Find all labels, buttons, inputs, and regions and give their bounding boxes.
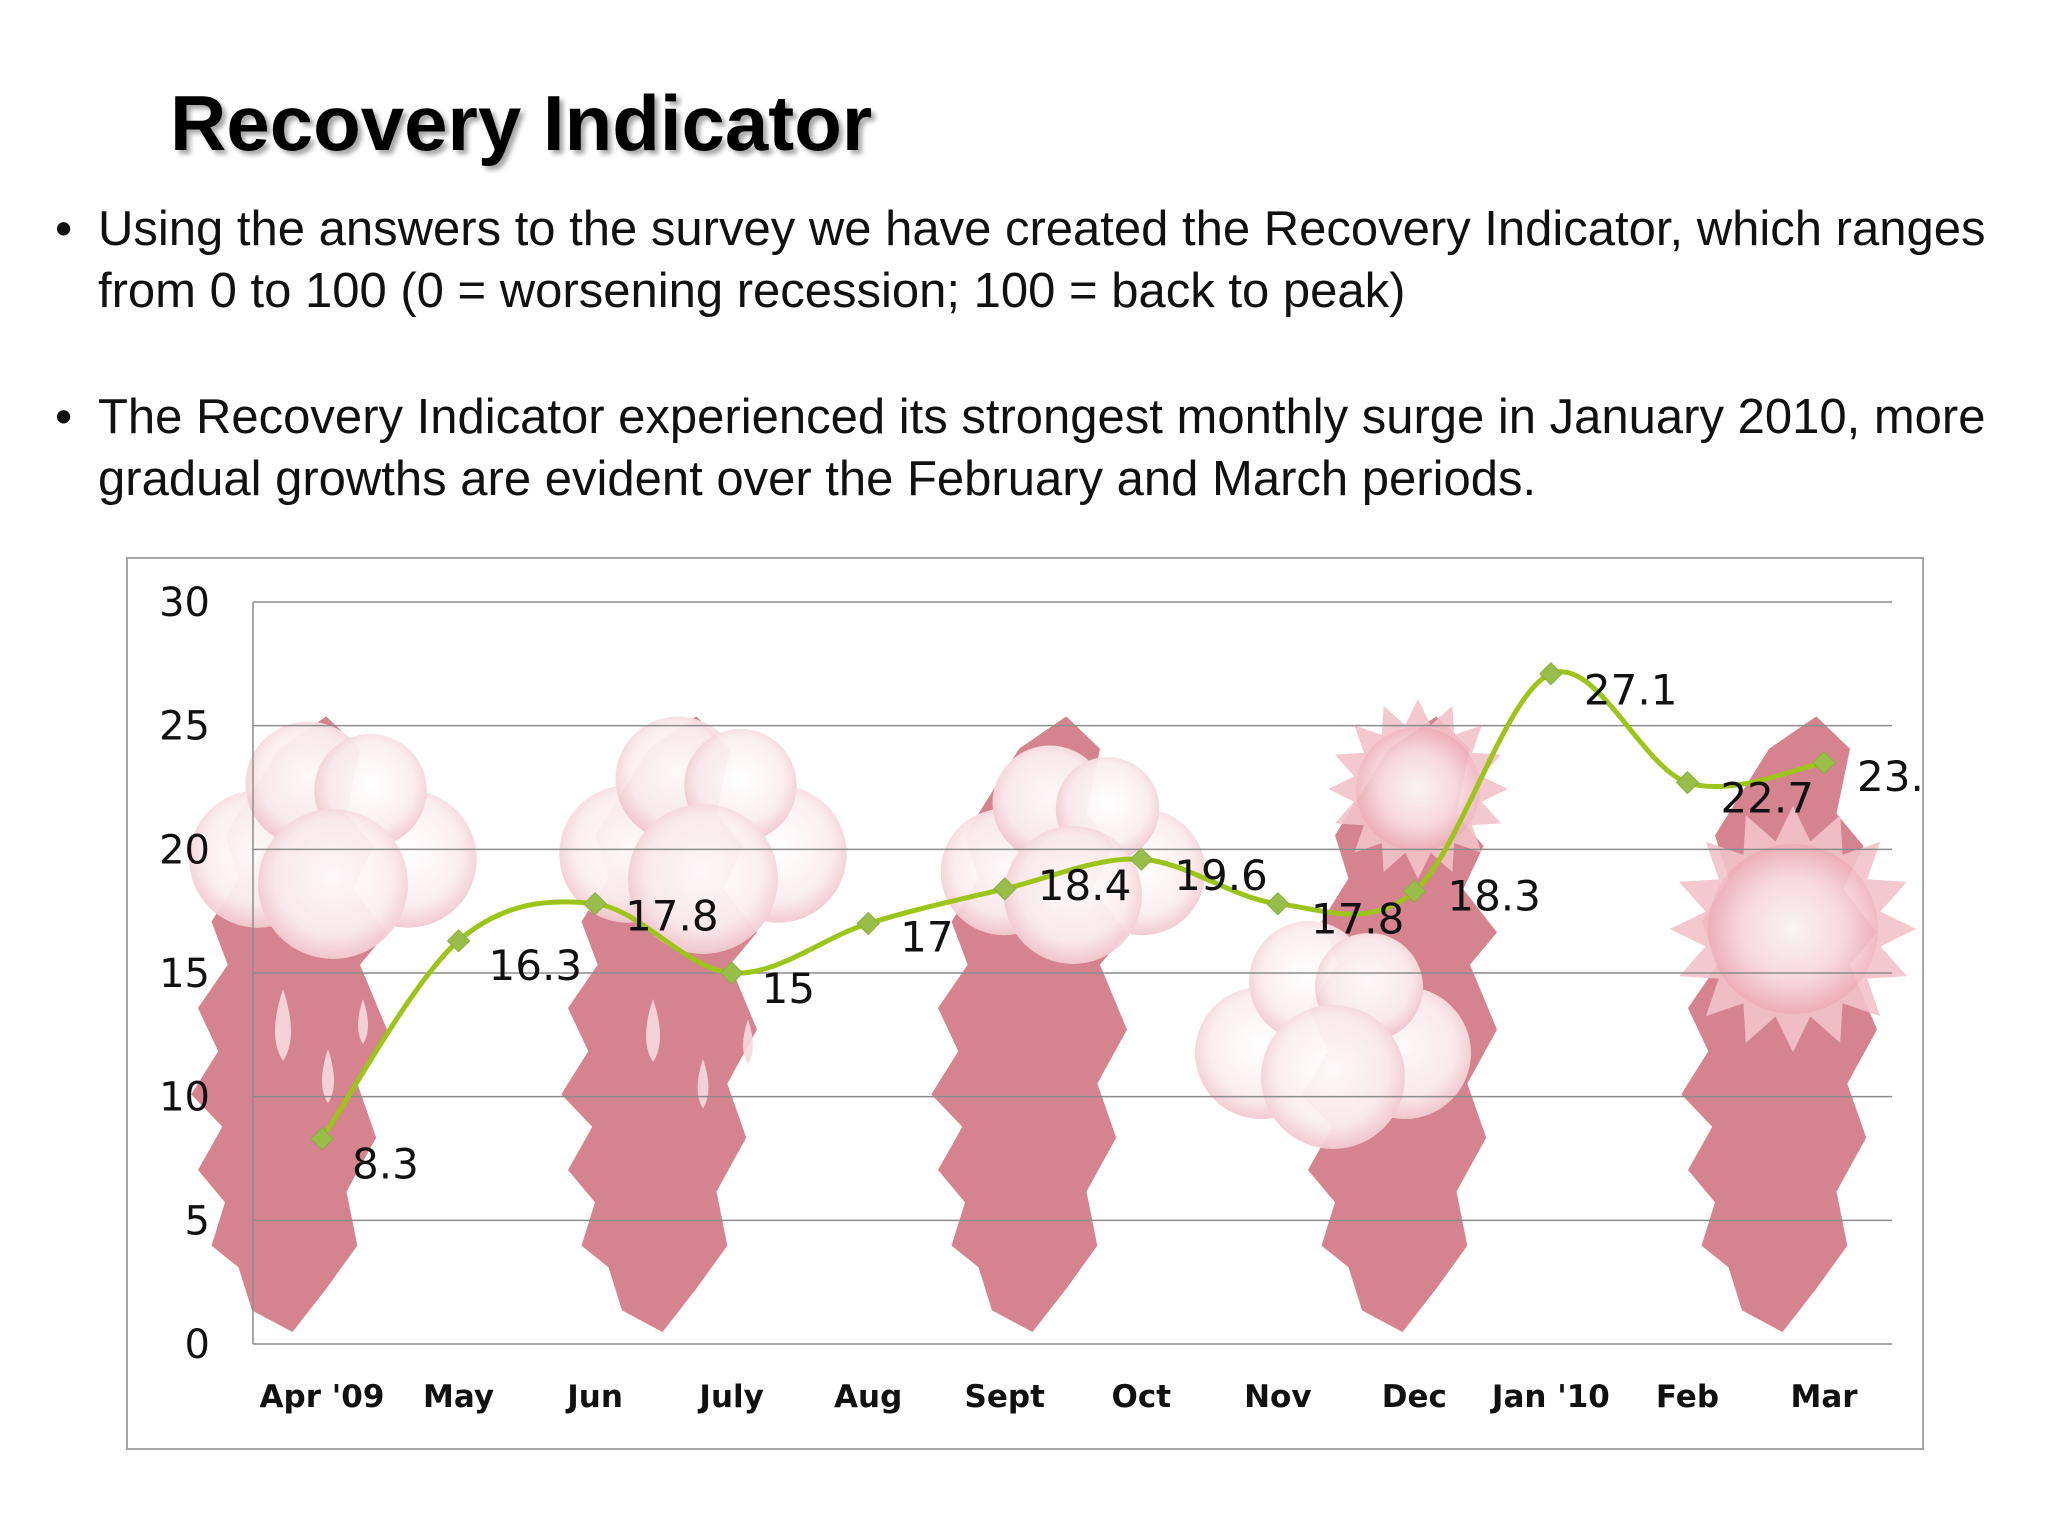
weather-map-background <box>189 699 1917 1332</box>
data-point-marker <box>310 1127 334 1151</box>
bullet-item: Using the answers to the survey we have … <box>50 198 2010 322</box>
data-label: 17.8 <box>625 892 719 941</box>
x-tick-label: Feb <box>1656 1379 1719 1415</box>
data-point-marker <box>1266 892 1290 916</box>
sun-shape <box>1328 699 1508 879</box>
slide-title: Recovery Indicator <box>170 79 873 167</box>
chart-gridlines <box>253 601 1892 1345</box>
data-point-marker <box>1129 847 1153 871</box>
y-tick-label: 10 <box>159 1075 210 1121</box>
x-tick-label: Oct <box>1111 1379 1171 1415</box>
raindrop-shape <box>743 1019 753 1064</box>
data-point-marker <box>1402 879 1427 904</box>
chart-frame: 0 5 10 15 20 25 30 Apr '09 May Jun July Aug Sept Oct N… <box>126 557 1924 1450</box>
data-point-marker <box>583 892 607 916</box>
data-label: 27.1 <box>1584 666 1678 715</box>
data-point-marker <box>1812 751 1836 775</box>
data-label: 8.3 <box>352 1140 419 1189</box>
x-tick-label: Jun <box>565 1379 623 1415</box>
line-chart: 0 5 10 15 20 25 30 Apr '09 May Jun July Aug Sept Oct N… <box>159 580 1922 1415</box>
data-label: 23.5 <box>1857 752 1922 801</box>
raindrop-shape <box>646 999 660 1062</box>
data-label: 15 <box>762 964 815 1013</box>
data-label: 17.8 <box>1311 895 1405 944</box>
chart-series <box>310 662 1836 1151</box>
y-tick-label: 15 <box>159 951 210 997</box>
x-tick-label: Sept <box>965 1379 1046 1415</box>
chart-data-labels: 8.3 16.3 17.8 15 17 18.4 19.6 17.8 18.3 27.1 22.7 2… <box>352 666 1922 1189</box>
x-tick-label: May <box>423 1379 494 1415</box>
raindrop-shape <box>322 1049 334 1103</box>
x-tick-label: Mar <box>1790 1379 1858 1415</box>
chart-axes: 0 5 10 15 20 25 30 Apr '09 May Jun July Aug Sept Oct N… <box>159 580 1858 1415</box>
y-tick-label: 30 <box>159 580 210 626</box>
cloud-shape <box>1195 921 1471 1149</box>
data-label: 18.3 <box>1447 871 1541 920</box>
x-tick-label: July <box>697 1379 763 1415</box>
x-tick-label: Aug <box>834 1379 902 1415</box>
x-tick-label: Jan '10 <box>1490 1379 1610 1415</box>
sun-shape <box>1669 805 1917 1053</box>
y-tick-label: 0 <box>185 1322 210 1368</box>
data-point-marker <box>993 877 1017 901</box>
data-point-marker <box>856 911 880 936</box>
data-point-marker <box>719 961 744 985</box>
cloud-shape <box>189 721 477 959</box>
y-tick-label: 5 <box>185 1198 210 1244</box>
data-point-marker <box>1675 770 1700 795</box>
bullet-item: The Recovery Indicator experienced its s… <box>50 386 2010 510</box>
data-label: 17 <box>900 913 953 962</box>
y-tick-label: 20 <box>159 827 210 873</box>
data-label: 22.7 <box>1720 774 1814 823</box>
raindrop-shape <box>275 989 291 1061</box>
raindrop-shape <box>358 999 368 1044</box>
y-tick-label: 25 <box>159 704 210 750</box>
data-label: 16.3 <box>489 941 583 990</box>
data-label: 19.6 <box>1174 851 1268 900</box>
data-label: 18.4 <box>1038 861 1132 910</box>
x-tick-label: Apr '09 <box>260 1379 385 1415</box>
bullet-list: Using the answers to the survey we have … <box>50 198 2010 574</box>
series-line <box>319 669 1825 1141</box>
data-point-marker <box>446 929 471 953</box>
cloud-shape <box>559 716 847 954</box>
x-tick-label: Nov <box>1244 1379 1311 1415</box>
x-tick-label: Dec <box>1382 1379 1447 1415</box>
data-point-marker <box>1539 662 1563 686</box>
